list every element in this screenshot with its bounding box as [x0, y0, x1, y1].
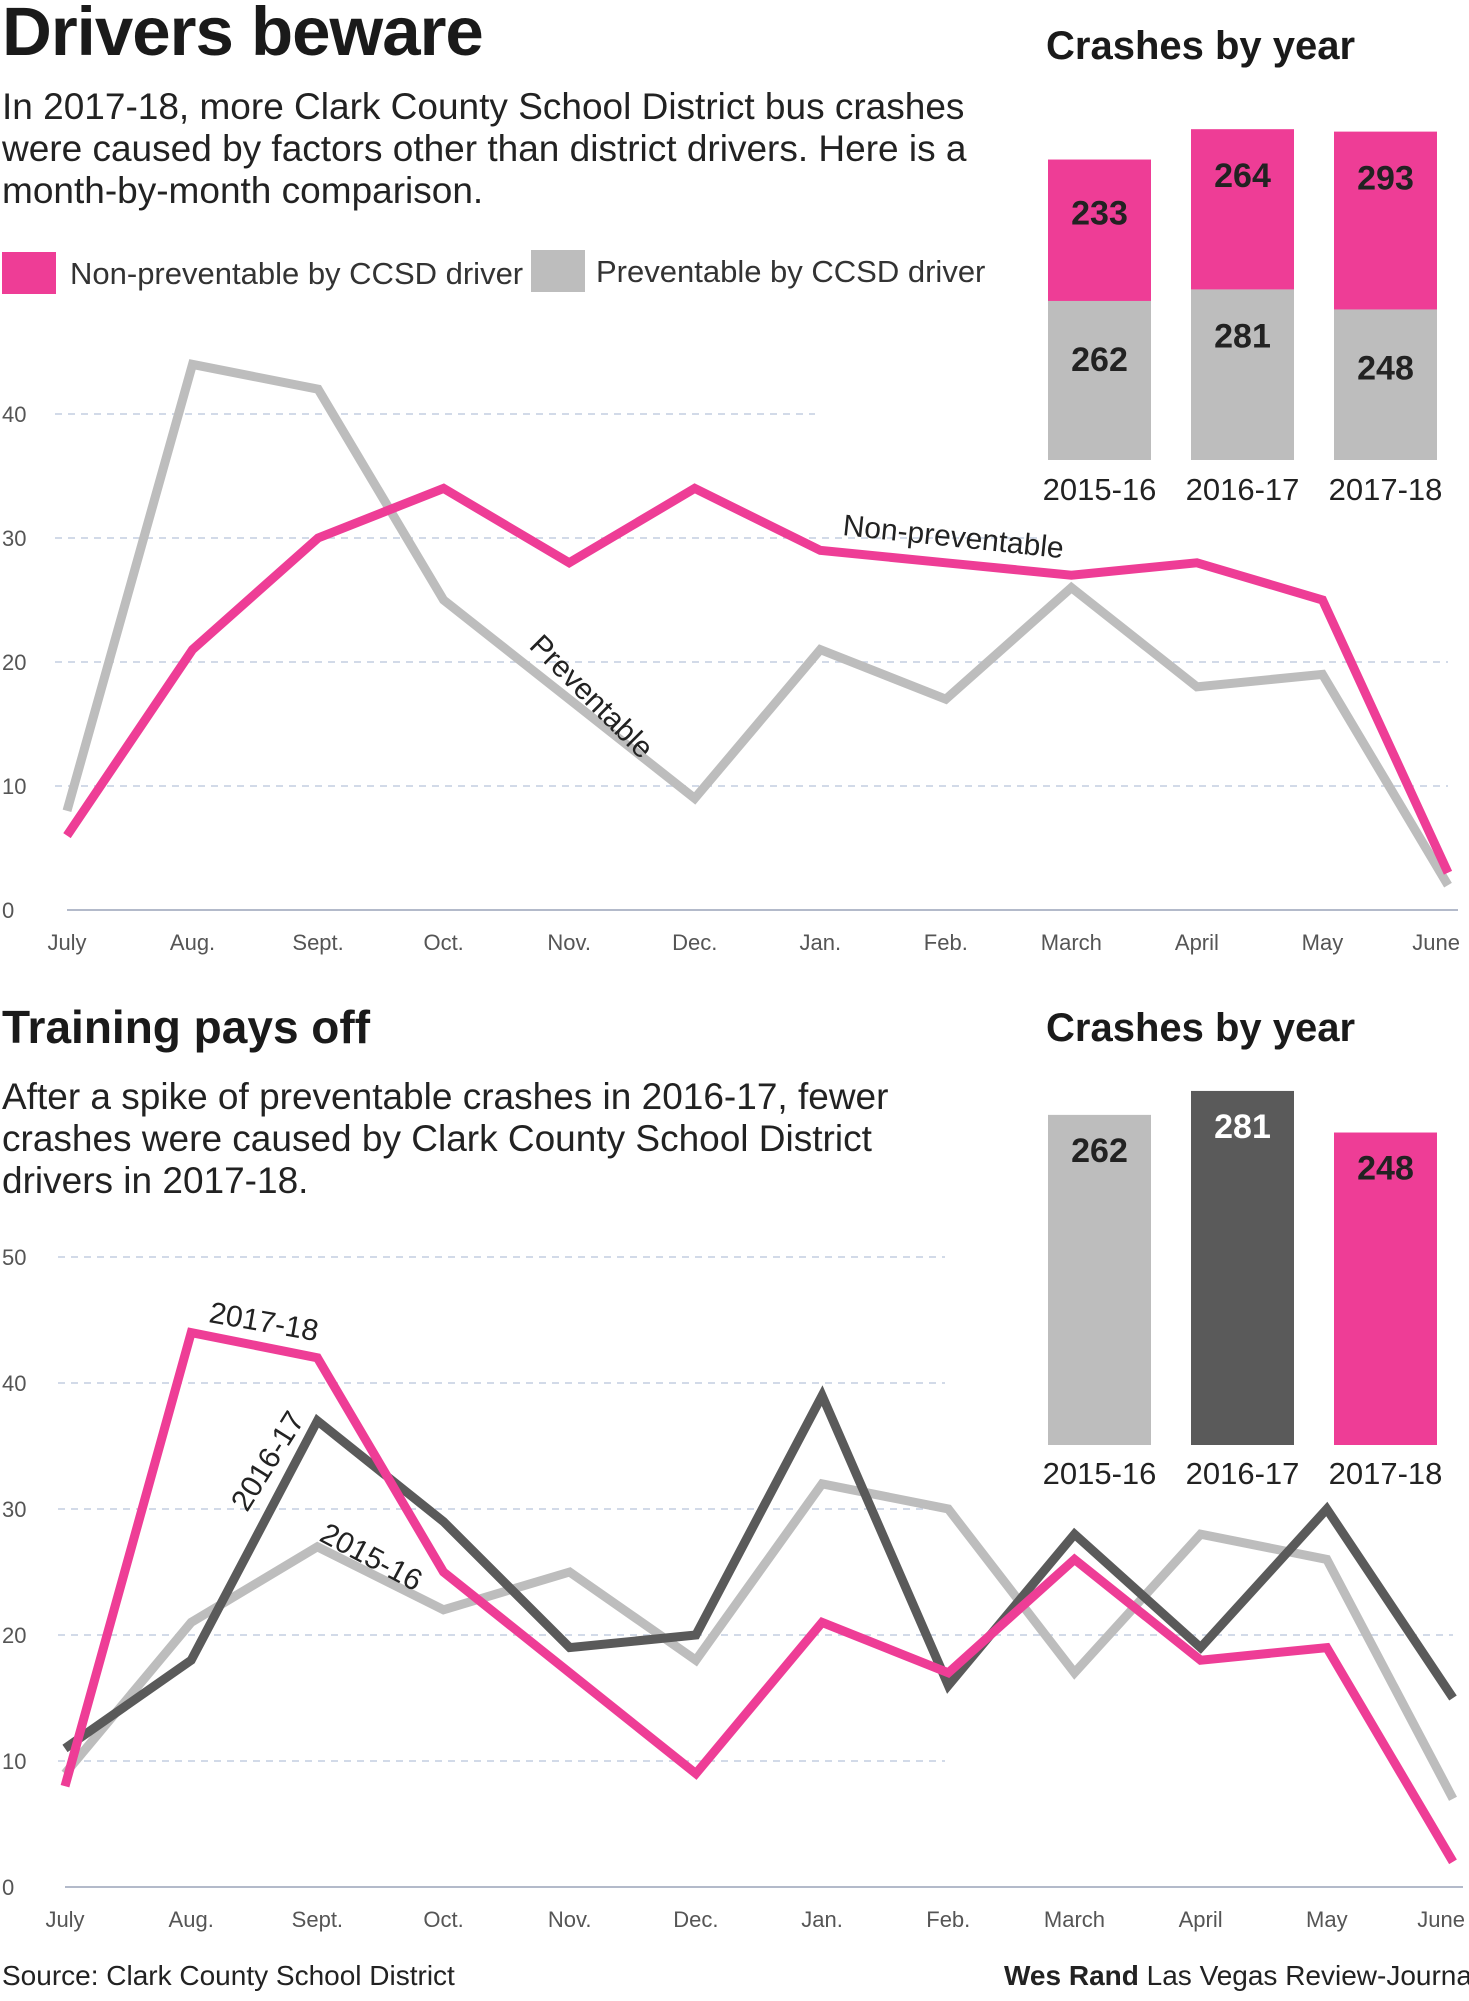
credit-name: Wes Rand: [1004, 1960, 1139, 1991]
x-tick-label-monthly-preventable-vs-nonpreventable: Aug.: [170, 930, 215, 955]
x-tick-label-preventable-by-year: Aug.: [169, 1907, 214, 1932]
x-tick-label-preventable-by-year: April: [1179, 1907, 1223, 1932]
x-tick-label-preventable-by-year: May: [1306, 1907, 1348, 1932]
legend-label-preventable: Preventable by CCSD driver: [596, 254, 986, 289]
x-tick-label-preventable-by-year: Oct.: [423, 1907, 463, 1932]
bar-value-nonpreventable: 264: [1214, 157, 1271, 195]
x-tick-label-monthly-preventable-vs-nonpreventable: June: [1412, 930, 1460, 955]
bar-value-label: 262: [1071, 1132, 1128, 1170]
x-tick-label-monthly-preventable-vs-nonpreventable: Nov.: [547, 930, 591, 955]
crashes-by-year-title-1: Crashes by year: [1046, 24, 1356, 68]
x-tick-label-monthly-preventable-vs-nonpreventable: March: [1041, 930, 1102, 955]
legend-swatch-nonpreventable: [2, 252, 56, 294]
y-tick-label-preventable-by-year: 40: [2, 1371, 26, 1396]
crashes-by-year-title-2: Crashes by year: [1046, 1006, 1356, 1050]
series-line-preventable: [62, 359, 1452, 888]
y-tick-label-preventable-by-year: 10: [2, 1749, 26, 1774]
y-tick-label-preventable-by-year: 20: [2, 1623, 26, 1648]
y-tick-label-monthly-preventable-vs-nonpreventable: 10: [2, 774, 26, 799]
y-tick-label-preventable-by-year: 0: [2, 1875, 14, 1900]
bar-value-preventable: 262: [1071, 341, 1128, 379]
y-tick-label-preventable-by-year: 50: [2, 1245, 26, 1270]
y-tick-label-preventable-by-year: 30: [2, 1497, 26, 1522]
series-line-2016-17: [62, 1385, 1457, 1753]
bar-preventable-total-2016-17: [1191, 1090, 1294, 1445]
bar-preventable-2015-16: [1048, 300, 1151, 460]
source-note: Source: Clark County School District: [2, 1960, 455, 1991]
bar-value-preventable: 281: [1214, 317, 1271, 355]
x-tick-label-preventable-by-year: March: [1044, 1907, 1105, 1932]
bar-nonpreventable-2017-18: [1334, 131, 1437, 310]
bar-value-nonpreventable: 233: [1071, 195, 1128, 233]
bar-category-label: 2015-16: [1043, 472, 1157, 507]
x-tick-label-monthly-preventable-vs-nonpreventable: Dec.: [672, 930, 717, 955]
x-tick-label-preventable-by-year: Nov.: [548, 1907, 592, 1932]
bar-value-label: 281: [1214, 1108, 1271, 1146]
intro-text-section1: In 2017-18, more Clark County School Dis…: [2, 86, 967, 211]
x-tick-label-monthly-preventable-vs-nonpreventable: May: [1302, 930, 1344, 955]
x-tick-label-monthly-preventable-vs-nonpreventable: Oct.: [423, 930, 463, 955]
bar-preventable-total-2017-18: [1334, 1132, 1437, 1445]
x-tick-label-preventable-by-year: Sept.: [292, 1907, 343, 1932]
x-tick-label-monthly-preventable-vs-nonpreventable: Feb.: [924, 930, 968, 955]
bar-nonpreventable-2015-16: [1048, 159, 1151, 301]
x-tick-label-monthly-preventable-vs-nonpreventable: Sept.: [292, 930, 343, 955]
x-tick-label-preventable-by-year: Dec.: [673, 1907, 718, 1932]
headline-drivers-beware: Drivers beware: [2, 0, 484, 70]
bar-category-label: 2015-16: [1043, 1456, 1157, 1491]
bar-value-label: 248: [1357, 1150, 1414, 1188]
series-line-non-preventable: [63, 483, 1453, 875]
bar-preventable-total-2015-16: [1048, 1114, 1151, 1445]
bar-category-label: 2017-18: [1329, 472, 1443, 507]
x-tick-label-preventable-by-year: June: [1417, 1907, 1465, 1932]
bar-category-label: 2016-17: [1186, 1456, 1300, 1491]
legend-swatch-preventable: [531, 250, 585, 292]
y-tick-label-monthly-preventable-vs-nonpreventable: 0: [2, 898, 14, 923]
bar-preventable-2017-18: [1334, 309, 1437, 460]
bar-category-label: 2016-17: [1186, 472, 1300, 507]
series-label-preventable: Preventable: [523, 629, 660, 766]
x-tick-label-preventable-by-year: July: [45, 1907, 84, 1932]
x-tick-label-preventable-by-year: Jan.: [801, 1907, 843, 1932]
credit-outlet: Las Vegas Review-Journal: [1146, 1960, 1469, 1991]
bar-nonpreventable-2016-17: [1191, 129, 1294, 290]
headline-training-pays-off: Training pays off: [2, 1001, 371, 1053]
y-tick-label-monthly-preventable-vs-nonpreventable: 30: [2, 526, 26, 551]
bar-value-nonpreventable: 293: [1357, 160, 1414, 198]
y-tick-label-monthly-preventable-vs-nonpreventable: 40: [2, 402, 26, 427]
x-tick-label-monthly-preventable-vs-nonpreventable: July: [47, 930, 86, 955]
legend-label-nonpreventable: Non-preventable by CCSD driver: [70, 256, 524, 291]
y-tick-label-monthly-preventable-vs-nonpreventable: 20: [2, 650, 26, 675]
credit-line: Wes Rand Las Vegas Review-Journal: [1004, 1960, 1469, 1992]
bar-preventable-2016-17: [1191, 289, 1294, 460]
x-tick-label-monthly-preventable-vs-nonpreventable: April: [1175, 930, 1219, 955]
bar-category-label: 2017-18: [1329, 1456, 1443, 1491]
series-line-2017-18: [60, 1327, 1457, 1865]
bar-value-preventable: 248: [1357, 349, 1414, 387]
x-tick-label-preventable-by-year: Feb.: [926, 1907, 970, 1932]
series-line-2015-16: [61, 1478, 1457, 1801]
intro-text-section2: After a spike of preventable crashes in …: [2, 1076, 889, 1201]
x-tick-label-monthly-preventable-vs-nonpreventable: Jan.: [799, 930, 841, 955]
